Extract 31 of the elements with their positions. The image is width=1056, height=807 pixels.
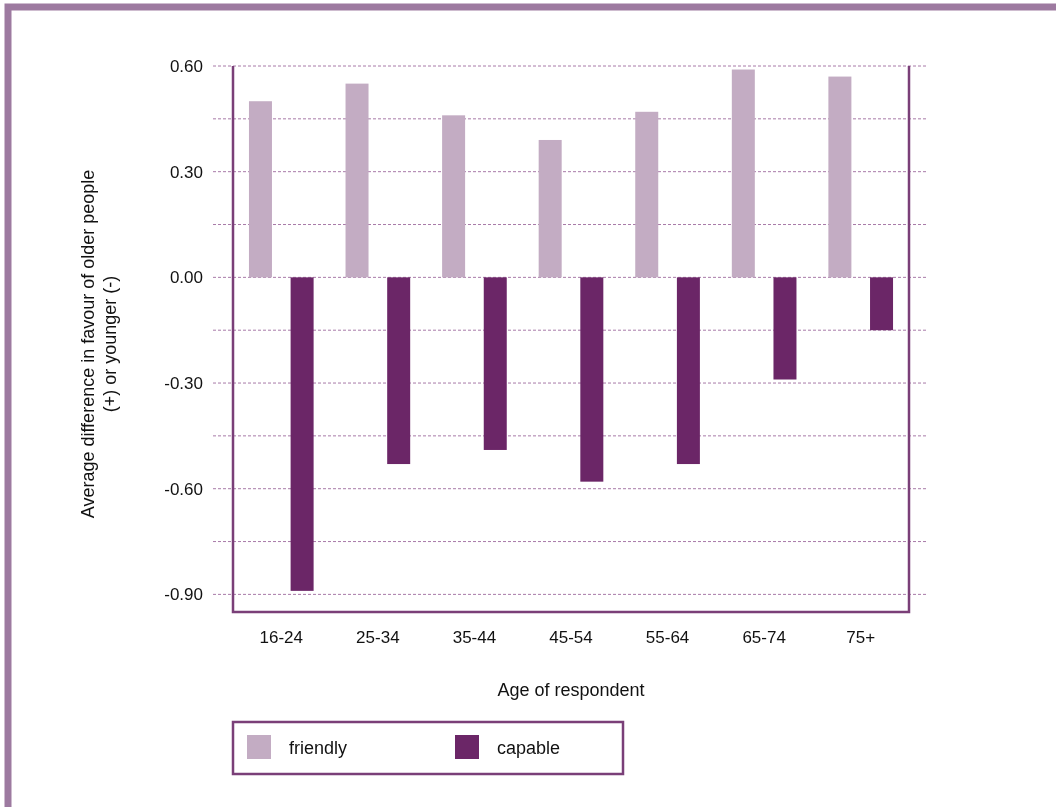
bar xyxy=(580,277,604,482)
bar xyxy=(870,277,894,331)
x-tick-label: 16-24 xyxy=(259,628,304,647)
x-tick-label: 65-74 xyxy=(742,628,786,647)
y-axis-title: Average difference in favour of older people (+) or younger (-) xyxy=(78,169,120,519)
bar xyxy=(387,277,411,465)
bar xyxy=(290,277,314,591)
bar xyxy=(828,76,852,278)
x-tick-label: 25-34 xyxy=(356,628,400,647)
bar xyxy=(773,277,797,380)
y-tick-label: -0.60 xyxy=(164,479,203,499)
x-tick-label: 35-44 xyxy=(452,628,497,647)
bar xyxy=(538,139,562,278)
x-axis-title: Age of respondent xyxy=(497,680,645,700)
y-tick-label: 0.00 xyxy=(169,268,203,288)
x-tick-label: 55-64 xyxy=(645,628,690,647)
legend-label: capable xyxy=(497,738,561,758)
x-tick-label: 45-54 xyxy=(549,628,593,647)
x-tick-label: 75+ xyxy=(846,628,876,647)
bar xyxy=(676,277,700,465)
bar xyxy=(248,101,272,278)
bar xyxy=(635,111,659,278)
bar xyxy=(442,115,466,278)
bar xyxy=(483,277,507,450)
y-tick-label: 0.60 xyxy=(169,57,203,76)
y-tick-label: -0.90 xyxy=(164,585,203,605)
legend-label: friendly xyxy=(289,738,348,758)
y-tick-label: -0.30 xyxy=(164,374,203,394)
bar xyxy=(731,69,755,278)
bar xyxy=(345,83,369,278)
y-tick-label: 0.30 xyxy=(169,162,203,182)
